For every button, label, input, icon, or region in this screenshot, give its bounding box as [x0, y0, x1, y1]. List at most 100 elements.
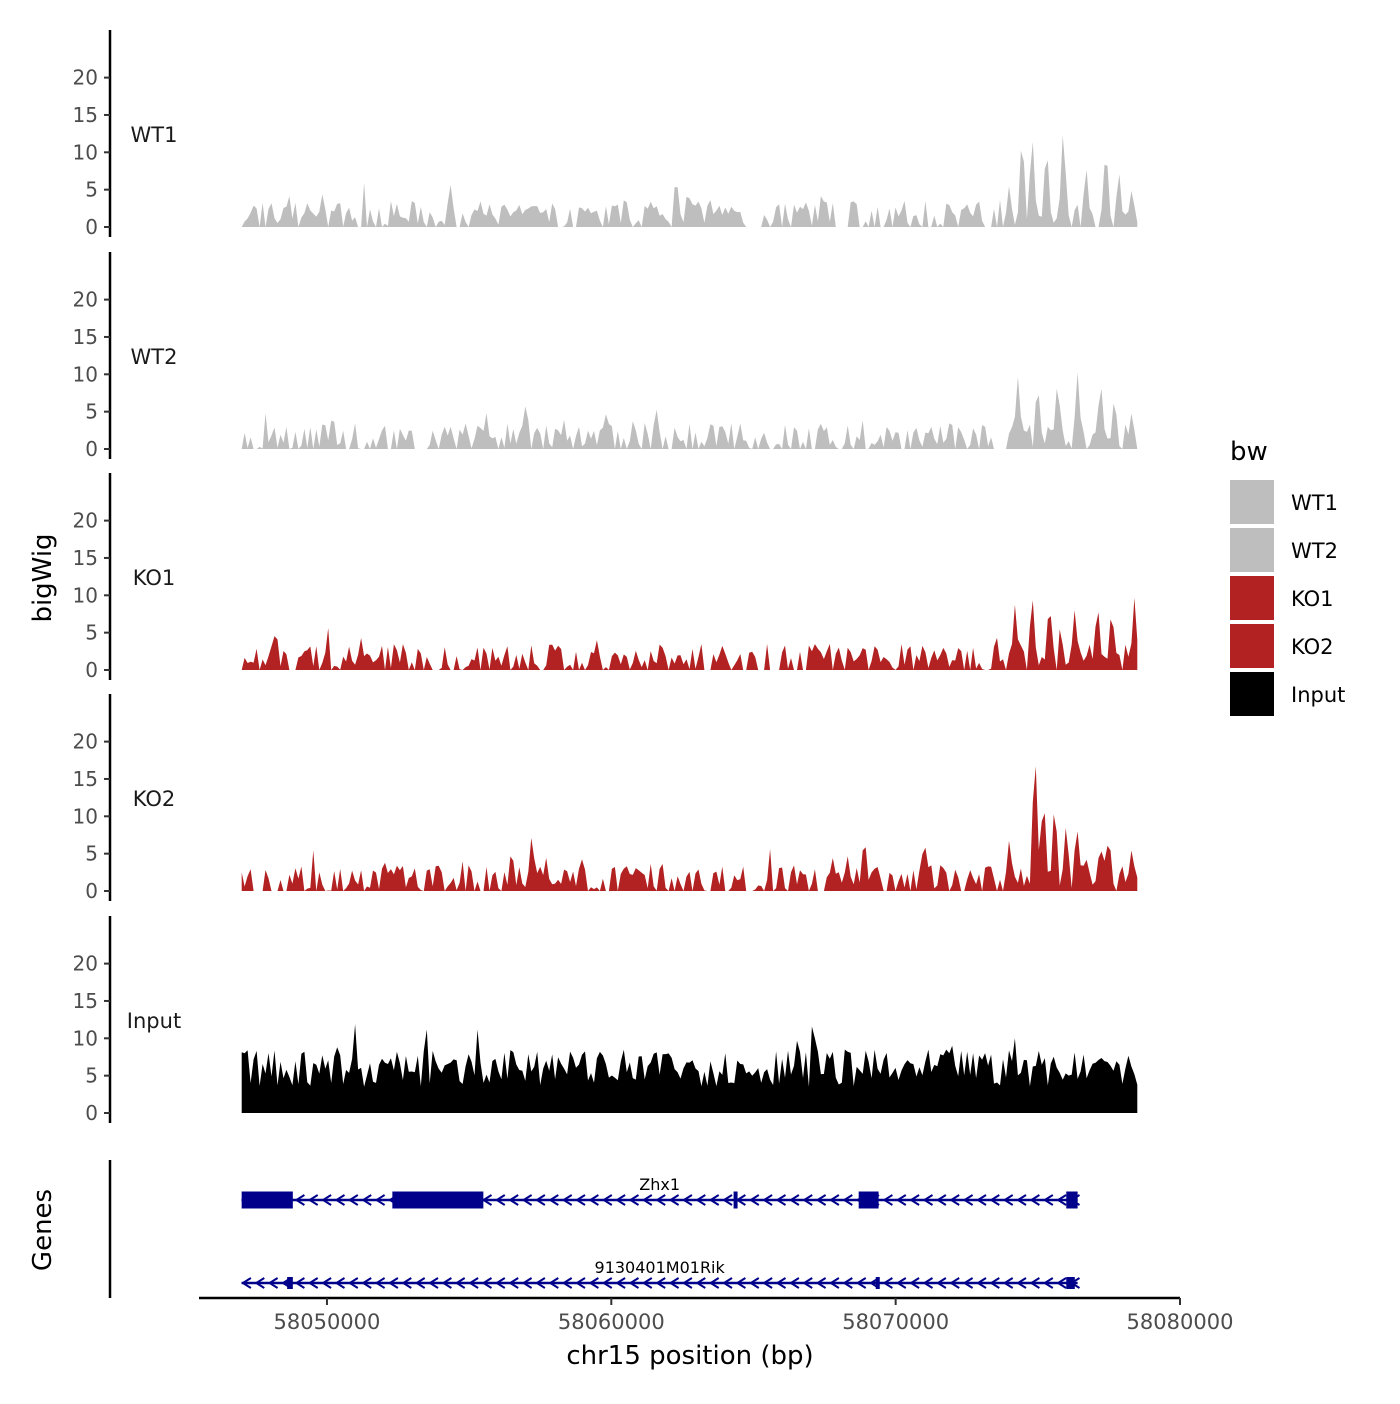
strand-arrow	[682, 1194, 693, 1206]
x-tick-label: 58060000	[558, 1310, 665, 1334]
strand-arrow	[762, 1277, 773, 1289]
strand-arrow	[949, 1277, 960, 1289]
strand-arrow	[936, 1277, 947, 1289]
x-tick-label: 58050000	[274, 1310, 381, 1334]
track-ko2: 0 5 10 15 20 KO2	[73, 694, 1138, 903]
y-tick-label: 15	[73, 767, 98, 791]
strand-arrow	[708, 1194, 720, 1206]
legend-key-ko1	[1230, 576, 1274, 620]
strand-arrow	[829, 1277, 840, 1289]
track-wt1: 0 5 10 15 20 WT1	[73, 30, 1138, 239]
strand-arrow	[976, 1277, 987, 1289]
track-label: KO2	[133, 787, 176, 811]
y-tick-label: 10	[73, 362, 98, 386]
strand-arrow	[361, 1194, 372, 1206]
strand-arrow	[962, 1277, 974, 1289]
strand-arrow	[895, 1194, 907, 1206]
strand-arrow	[775, 1277, 787, 1289]
gene-track: Zhx1 9130401M01Rik	[108, 1160, 1081, 1298]
strand-arrow	[548, 1277, 559, 1289]
strand-arrow	[1002, 1194, 1014, 1206]
track-wt2: 0 5 10 15 20 WT2	[73, 252, 1138, 461]
strand-arrow	[895, 1277, 907, 1289]
strand-arrow	[748, 1277, 760, 1289]
strand-arrow	[909, 1277, 920, 1289]
gene-exon	[858, 1191, 879, 1209]
y-tick-label: 0	[85, 879, 98, 903]
strand-arrow	[735, 1277, 746, 1289]
track-input: 0 5 10 15 20 Input	[73, 916, 1138, 1125]
coverage-tracks: 0 5 10 15 20 WT1 0 5 10 15 20 WT2 0 5 10 15 20 KO1 0 5 10 15 2…	[73, 30, 1138, 1125]
y-tick-label: 0	[85, 658, 98, 682]
y-tick-label: 15	[73, 989, 98, 1013]
strand-arrow	[762, 1194, 773, 1206]
y-tick-label: 0	[85, 215, 98, 239]
strand-arrow	[561, 1277, 573, 1289]
strand-arrow	[521, 1277, 533, 1289]
gene-exon	[241, 1191, 293, 1209]
strand-arrow	[962, 1194, 974, 1206]
strand-arrow	[829, 1194, 840, 1206]
gene-exon	[733, 1191, 738, 1209]
x-axis-title: chr15 position (bp)	[566, 1341, 813, 1371]
x-axis: 58050000 58060000 58070000 58080000	[199, 1296, 1233, 1334]
strand-arrow	[254, 1277, 265, 1289]
strand-arrow	[535, 1194, 546, 1206]
y-axis-title: bigWig	[28, 533, 58, 622]
y-tick-label: 20	[73, 509, 98, 533]
strand-arrow	[1016, 1277, 1027, 1289]
gene-9130401m01rik: 9130401M01Rik	[241, 1258, 1081, 1289]
y-tick-label: 20	[73, 952, 98, 976]
strand-arrow	[789, 1194, 800, 1206]
gene-exon	[875, 1277, 880, 1289]
strand-arrow	[494, 1194, 506, 1206]
y-tick-label: 10	[73, 583, 98, 607]
strand-arrow	[508, 1277, 519, 1289]
legend-key-wt2	[1230, 528, 1274, 572]
strand-arrow	[388, 1277, 399, 1289]
strand-arrow	[588, 1277, 599, 1289]
strand-arrow	[307, 1194, 319, 1206]
y-tick-label: 15	[73, 546, 98, 570]
strand-arrow	[347, 1277, 359, 1289]
y-tick-label: 10	[73, 1026, 98, 1050]
strand-arrow	[575, 1277, 586, 1289]
strand-arrow	[1016, 1194, 1027, 1206]
y-tick-label: 10	[73, 140, 98, 164]
legend-label: KO2	[1291, 635, 1334, 659]
gene-exon	[392, 1191, 484, 1209]
gene-exon	[287, 1277, 293, 1289]
strand-arrow	[1042, 1277, 1054, 1289]
strand-arrow	[561, 1194, 573, 1206]
strand-arrow	[307, 1277, 319, 1289]
y-tick-label: 10	[73, 804, 98, 828]
strand-arrow	[949, 1194, 960, 1206]
strand-arrow	[722, 1194, 733, 1206]
strand-arrow	[802, 1194, 813, 1206]
strand-arrow	[695, 1194, 706, 1206]
strand-arrow	[241, 1277, 252, 1289]
strand-arrow	[334, 1194, 346, 1206]
strand-arrow	[535, 1277, 546, 1289]
y-tick-label: 20	[73, 730, 98, 754]
strand-arrow	[855, 1277, 867, 1289]
strand-arrow	[588, 1194, 599, 1206]
strand-arrow	[882, 1277, 893, 1289]
y-tick-label: 5	[85, 1064, 98, 1088]
y-tick-label: 5	[85, 400, 98, 424]
strand-arrow	[401, 1277, 412, 1289]
strand-arrow	[909, 1194, 920, 1206]
legend-key-input	[1230, 672, 1274, 716]
gene-exon	[1066, 1277, 1075, 1289]
gene-exon	[1066, 1191, 1078, 1209]
gene-track-title: Genes	[28, 1189, 58, 1271]
strand-arrow	[294, 1194, 305, 1206]
strand-arrow	[521, 1194, 533, 1206]
strand-arrow	[989, 1194, 1000, 1206]
strand-arrow	[481, 1277, 493, 1289]
strand-arrow	[1042, 1194, 1054, 1206]
track-label: Input	[127, 1009, 181, 1033]
strand-arrow	[321, 1277, 332, 1289]
y-tick-label: 15	[73, 325, 98, 349]
strand-arrow	[294, 1277, 305, 1289]
